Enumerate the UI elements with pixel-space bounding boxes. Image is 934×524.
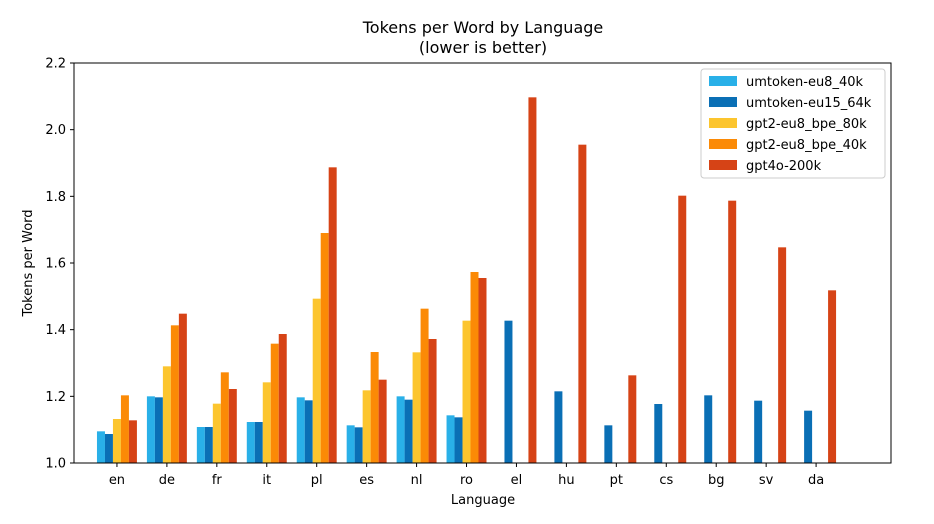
x-axis: en de fr it pl es nl ro el hu pt cs bg sv da (109, 463, 824, 488)
y-tick-label: 1.4 (45, 323, 66, 338)
bar-gpt2-eu8_bpe_80k-fr (212, 403, 221, 463)
bar-gpt2-eu8_bpe_80k-it (262, 382, 271, 463)
bar-gpt4o-200k-en (128, 420, 137, 463)
x-tick-label-el: el (511, 473, 523, 488)
x-tick-label-en: en (109, 473, 125, 488)
bar-umtoken-eu15_64k-pl (304, 400, 313, 463)
x-tick-label-it: it (262, 473, 271, 488)
x-tick-label-bg: bg (708, 473, 725, 488)
x-tick-label-da: da (808, 473, 824, 488)
bar-gpt4o-200k-el (528, 97, 537, 463)
bar-gpt2-eu8_bpe_40k-nl (420, 308, 429, 463)
legend-box (700, 68, 886, 179)
bar-umtoken-eu15_64k-nl (404, 399, 413, 463)
y-tick-label: 2.2 (45, 57, 66, 72)
x-tick-label-ro: ro (460, 473, 473, 488)
legend-swatch-umtoken-eu15_64k (709, 97, 737, 107)
bar-gpt4o-200k-pt (628, 375, 637, 463)
bar-gpt2-eu8_bpe_40k-de (170, 325, 179, 463)
bar-umtoken-eu8_40k-ro (446, 415, 455, 463)
x-tick-label-nl: nl (411, 473, 423, 488)
bar-gpt4o-200k-cs (678, 195, 687, 464)
bar-umtoken-eu8_40k-nl (396, 396, 405, 463)
bar-umtoken-eu8_40k-en (96, 431, 105, 463)
y-tick-label: 1.6 (45, 257, 66, 272)
bar-gpt4o-200k-sv (778, 247, 787, 463)
bar-umtoken-eu15_64k-da (804, 410, 813, 463)
bar-gpt4o-200k-nl (428, 339, 437, 463)
x-tick-label-pl: pl (311, 473, 323, 488)
chart-subtitle: (lower is better) (419, 38, 547, 57)
bar-umtoken-eu15_64k-bg (704, 395, 713, 463)
legend: umtoken-eu8_40k umtoken-eu15_64k gpt2-eu8_… (700, 68, 886, 179)
bar-gpt4o-200k-da (828, 290, 837, 463)
bar-gpt2-eu8_bpe_40k-en (120, 395, 129, 463)
legend-label-gpt4o-200k: gpt4o-200k (746, 159, 822, 174)
bar-umtoken-eu8_40k-de (146, 396, 155, 463)
bar-gpt2-eu8_bpe_40k-pl (320, 233, 329, 463)
bar-umtoken-eu15_64k-en (104, 434, 113, 463)
y-tick-label: 1.8 (45, 190, 66, 205)
bar-umtoken-eu15_64k-cs (654, 404, 663, 463)
bar-gpt2-eu8_bpe_80k-es (362, 390, 371, 463)
x-tick-label-sv: sv (759, 473, 774, 488)
bar-gpt2-eu8_bpe_40k-fr (220, 372, 229, 463)
bar-gpt4o-200k-fr (228, 389, 237, 463)
legend-label-gpt2-eu8_bpe_40k: gpt2-eu8_bpe_40k (746, 138, 867, 153)
bar-umtoken-eu15_64k-hu (554, 391, 563, 463)
bar-gpt2-eu8_bpe_80k-pl (312, 298, 321, 463)
bar-umtoken-eu15_64k-ro (454, 417, 463, 463)
bar-umtoken-eu15_64k-sv (754, 400, 763, 463)
bar-gpt4o-200k-es (378, 379, 387, 463)
plot-frame (73, 62, 892, 464)
bar-umtoken-eu15_64k-pt (604, 425, 613, 463)
bar-gpt2-eu8_bpe_40k-it (270, 343, 279, 463)
bar-umtoken-eu15_64k-de (154, 397, 163, 463)
bars-layer (96, 97, 837, 464)
bar-gpt2-eu8_bpe_40k-es (370, 352, 379, 463)
y-axis-label: Tokens per Word (21, 209, 36, 317)
bar-umtoken-eu8_40k-pl (296, 397, 305, 463)
bar-gpt2-eu8_bpe_80k-en (112, 419, 121, 463)
legend-swatch-gpt2-eu8_bpe_40k (709, 139, 737, 149)
x-tick-label-pt: pt (610, 473, 623, 488)
bar-gpt4o-200k-bg (728, 200, 737, 464)
bar-umtoken-eu15_64k-fr (204, 427, 213, 463)
bar-gpt2-eu8_bpe_40k-ro (470, 272, 479, 463)
legend-swatch-gpt4o-200k (709, 160, 737, 170)
legend-swatch-umtoken-eu8_40k (709, 76, 737, 86)
bar-umtoken-eu15_64k-es (354, 427, 363, 463)
bar-gpt4o-200k-de (178, 313, 187, 463)
bar-umtoken-eu15_64k-it (254, 422, 263, 463)
y-tick-label: 1.2 (45, 390, 66, 405)
bar-gpt4o-200k-hu (578, 144, 587, 464)
bar-umtoken-eu15_64k-el (504, 320, 513, 463)
bar-umtoken-eu8_40k-it (246, 422, 255, 463)
legend-swatch-gpt2-eu8_bpe_80k (709, 118, 737, 128)
legend-label-umtoken-eu15_64k: umtoken-eu15_64k (746, 96, 872, 111)
bar-gpt4o-200k-it (278, 334, 287, 463)
bar-gpt2-eu8_bpe_80k-de (162, 366, 171, 463)
y-tick-label: 1.0 (45, 457, 66, 472)
chart-title: Tokens per Word by Language (362, 18, 604, 37)
x-axis-label: Language (451, 493, 515, 508)
bar-umtoken-eu8_40k-fr (196, 427, 205, 463)
x-tick-label-fr: fr (212, 473, 223, 488)
x-tick-label-de: de (159, 473, 175, 488)
x-tick-label-cs: cs (659, 473, 673, 488)
bar-gpt2-eu8_bpe_80k-nl (412, 352, 421, 463)
legend-label-umtoken-eu8_40k: umtoken-eu8_40k (746, 75, 863, 90)
bar-gpt4o-200k-pl (328, 167, 337, 463)
legend-label-gpt2-eu8_bpe_80k: gpt2-eu8_bpe_80k (746, 117, 867, 132)
bar-gpt4o-200k-ro (478, 278, 487, 463)
bar-umtoken-eu8_40k-es (346, 425, 355, 463)
bar-gpt2-eu8_bpe_80k-ro (462, 320, 471, 463)
x-tick-label-hu: hu (558, 473, 574, 488)
x-tick-label-es: es (359, 473, 374, 488)
y-axis: 1.0 1.2 1.4 1.6 1.8 2.0 2.2 (45, 57, 74, 472)
y-tick-label: 2.0 (45, 123, 66, 138)
